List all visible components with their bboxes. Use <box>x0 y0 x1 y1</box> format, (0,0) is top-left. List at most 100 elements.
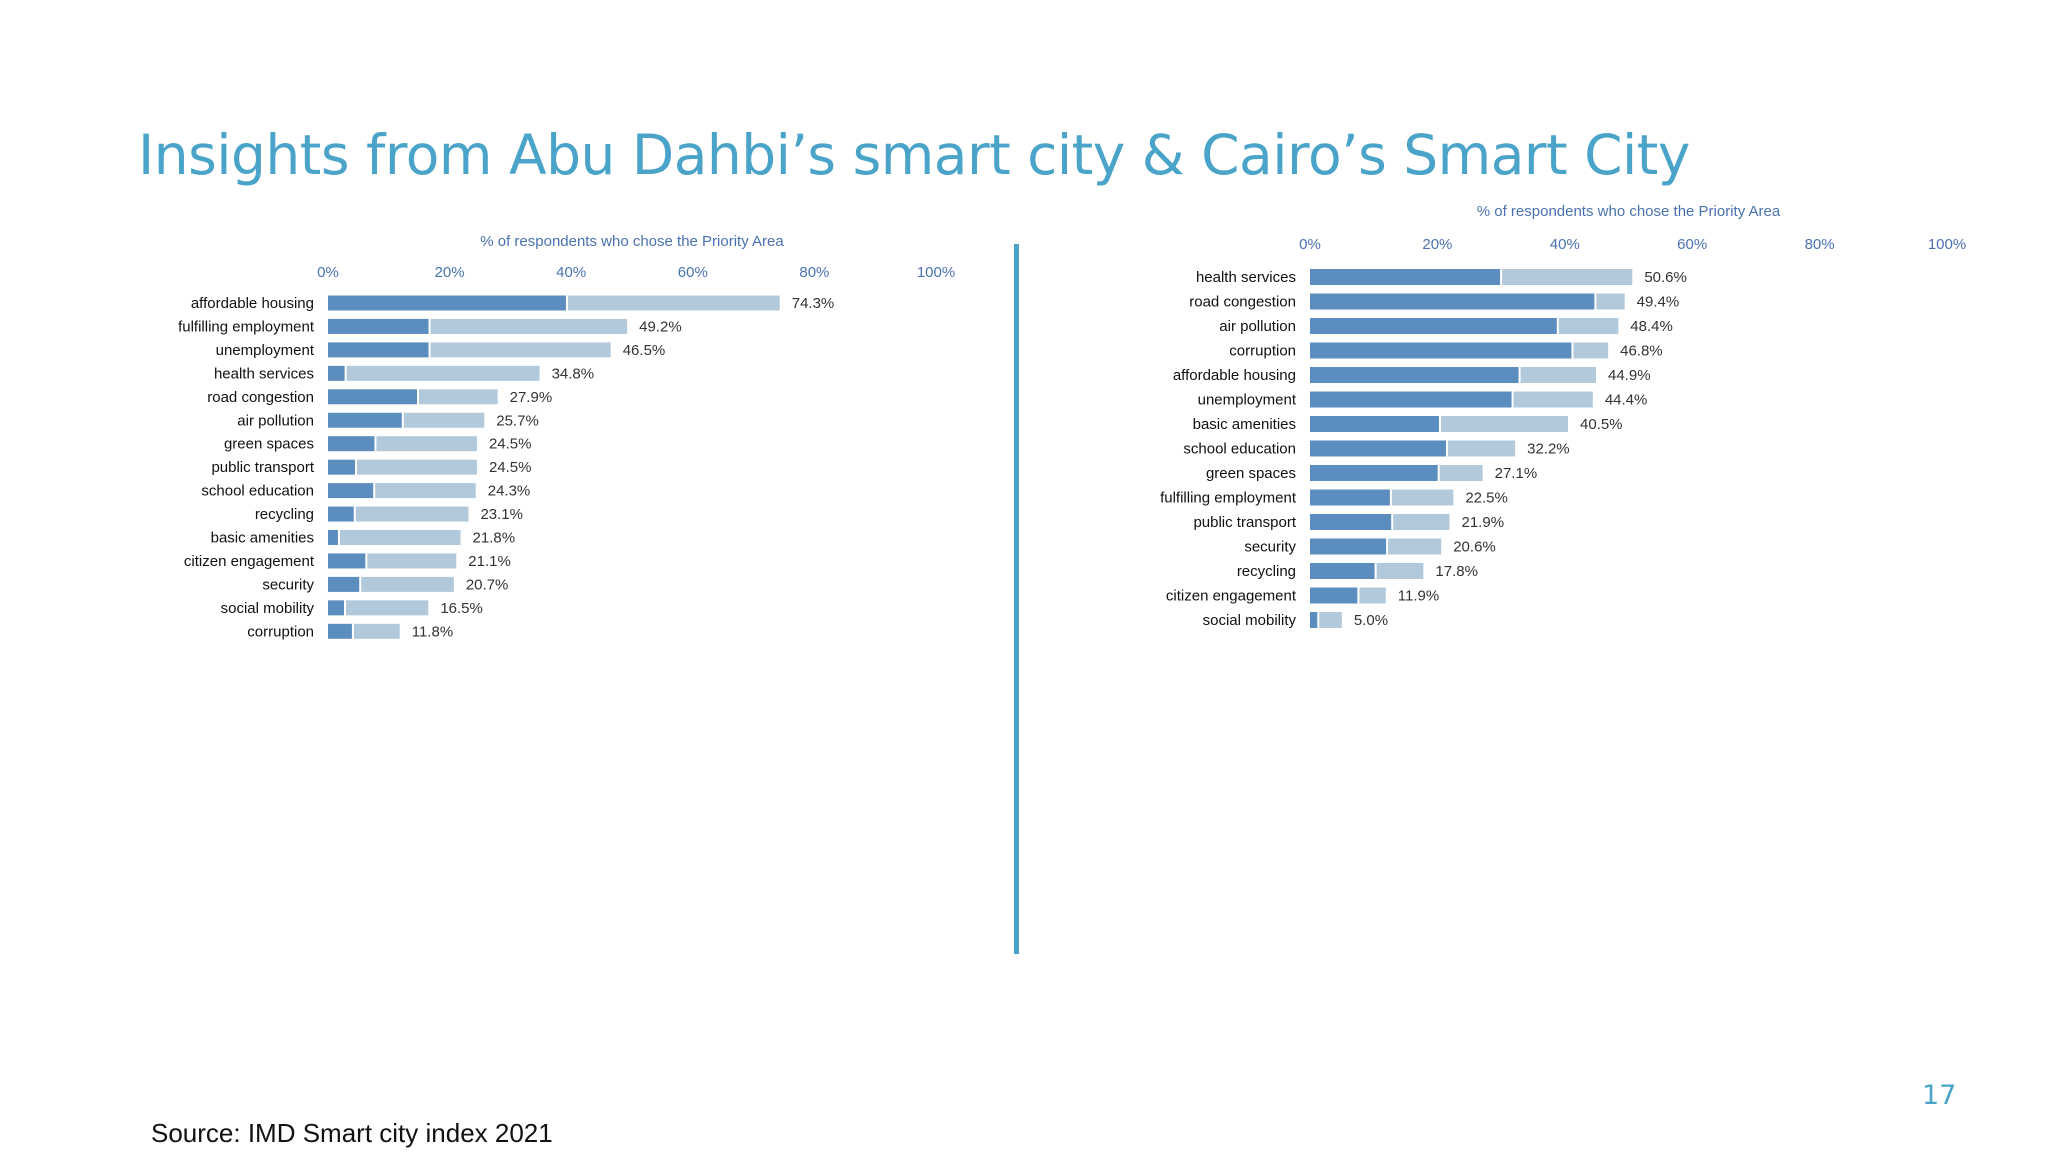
bar-segment-dark <box>328 389 417 405</box>
bar-segment-dark <box>1310 587 1358 604</box>
bar-segment-dark <box>1310 514 1392 530</box>
value-label: 27.1% <box>1495 465 1538 482</box>
bar-segment-dark <box>328 506 354 522</box>
value-label: 44.4% <box>1605 392 1648 409</box>
vertical-divider <box>1014 244 1019 954</box>
bar-segment-dark <box>1310 367 1519 383</box>
value-label: 24.5% <box>489 436 532 453</box>
value-label: 46.8% <box>1620 343 1663 360</box>
slide-title: Insights from Abu Dahbi’s smart city & C… <box>138 123 1690 187</box>
bar-segment-dark <box>328 623 352 639</box>
bar-segment-light <box>1388 538 1442 555</box>
value-label: 5.0% <box>1354 612 1388 629</box>
x-tick-label: 80% <box>799 264 829 281</box>
category-label: recycling <box>255 506 314 523</box>
bar-segment-light <box>346 600 429 616</box>
bar-segment-dark <box>1310 489 1390 506</box>
bar-segment-light <box>1376 563 1424 579</box>
value-label: 21.1% <box>468 553 511 570</box>
bar-segment-light <box>1439 465 1483 481</box>
bar-segment-light <box>1359 587 1386 604</box>
category-label: affordable housing <box>1173 367 1296 384</box>
abu-dhabi-priority-chart: % of respondents who chose the Priority … <box>178 233 955 640</box>
bar-segment-dark <box>1310 391 1512 408</box>
value-label: 46.5% <box>623 342 666 359</box>
bar-segment-light <box>418 389 498 405</box>
category-label: citizen engagement <box>184 553 315 570</box>
x-tick-label: 80% <box>1805 236 1835 253</box>
bar-segment-dark <box>1310 612 1318 628</box>
bar-segment-dark <box>328 318 429 334</box>
bar-segment-light <box>567 295 780 311</box>
value-label: 34.8% <box>552 365 595 382</box>
value-label: 48.4% <box>1630 318 1673 335</box>
bar-segment-dark <box>328 342 429 358</box>
bar-segment-light <box>403 412 485 428</box>
category-label: fulfilling employment <box>1160 490 1297 507</box>
bar-segment-light <box>1596 293 1625 310</box>
bar-segment-dark <box>328 483 374 499</box>
category-label: air pollution <box>1219 318 1296 335</box>
category-label: basic amenities <box>1193 416 1296 433</box>
bar-segment-dark <box>1310 342 1572 359</box>
bar-segment-light <box>1520 367 1597 383</box>
bar-segment-dark <box>1310 538 1387 555</box>
value-label: 11.9% <box>1398 588 1439 605</box>
value-label: 40.5% <box>1580 416 1623 433</box>
bar-segment-light <box>430 342 611 358</box>
value-label: 24.5% <box>489 459 532 476</box>
chart-title: % of respondents who chose the Priority … <box>480 233 784 250</box>
bar-segment-light <box>1440 416 1568 432</box>
category-label: corruption <box>1229 343 1296 360</box>
category-label: corruption <box>247 623 314 640</box>
x-tick-label: 40% <box>556 264 586 281</box>
bar-segment-light <box>1391 489 1454 506</box>
bar-segment-light <box>1393 514 1450 530</box>
x-tick-label: 60% <box>678 264 708 281</box>
category-label: citizen engagement <box>1166 588 1297 605</box>
value-label: 22.5% <box>1465 490 1508 507</box>
value-label: 74.3% <box>792 295 835 312</box>
category-label: recycling <box>1237 563 1296 580</box>
x-tick-label: 100% <box>1928 236 1966 253</box>
value-label: 25.7% <box>496 412 539 429</box>
bar-segment-light <box>1558 318 1619 334</box>
category-label: unemployment <box>1198 392 1297 409</box>
value-label: 21.8% <box>473 530 516 547</box>
bar-segment-dark <box>328 600 345 616</box>
bar-segment-light <box>1447 440 1516 457</box>
bar-segment-light <box>367 553 457 569</box>
value-label: 20.6% <box>1453 539 1496 556</box>
category-label: social mobility <box>1203 612 1297 629</box>
bar-segment-light <box>339 530 461 545</box>
category-label: air pollution <box>237 412 314 429</box>
bar-segment-dark <box>1310 293 1595 310</box>
category-label: security <box>262 576 314 593</box>
value-label: 32.2% <box>1527 441 1570 458</box>
category-label: basic amenities <box>211 530 314 547</box>
bar-segment-dark <box>1310 318 1557 334</box>
category-label: health services <box>1196 269 1296 286</box>
bar-segment-dark <box>328 295 566 311</box>
bar-segment-light <box>361 576 454 592</box>
bar-segment-dark <box>328 365 345 381</box>
category-label: health services <box>214 365 314 382</box>
value-label: 24.3% <box>488 483 531 500</box>
x-tick-label: 0% <box>317 264 339 281</box>
category-label: school education <box>201 483 314 500</box>
x-tick-label: 20% <box>435 264 465 281</box>
value-label: 49.4% <box>1637 294 1680 311</box>
bar-segment-dark <box>328 412 402 428</box>
category-label: road congestion <box>207 389 314 406</box>
bar-segment-light <box>1573 342 1609 359</box>
cairo-priority-chart: % of respondents who chose the Priority … <box>1160 203 1966 629</box>
bar-segment-dark <box>1310 563 1375 579</box>
bar-segment-dark <box>328 576 360 592</box>
category-label: public transport <box>1193 514 1296 531</box>
bar-segment-light <box>353 623 400 639</box>
category-label: school education <box>1183 441 1296 458</box>
x-tick-label: 100% <box>917 264 955 281</box>
value-label: 11.8% <box>412 623 453 640</box>
bar-segment-light <box>430 318 628 334</box>
category-label: green spaces <box>224 436 314 453</box>
